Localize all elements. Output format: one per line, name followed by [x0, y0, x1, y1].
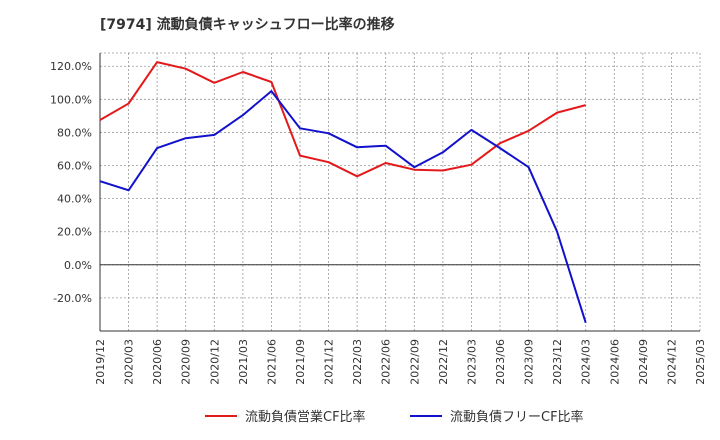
x-tick-label: 2020/03 — [123, 339, 136, 385]
series-lines — [99, 61, 587, 323]
y-tick-label: -20.0% — [53, 292, 92, 305]
x-tick-label: 2021/03 — [237, 339, 250, 385]
y-tick-label: 0.0% — [64, 259, 92, 272]
x-tick-label: 2021/09 — [294, 339, 307, 385]
legend: 流動負債営業CF比率 流動負債フリーCF比率 — [205, 409, 584, 425]
x-tick-label: 2022/09 — [408, 339, 421, 385]
y-tick-label: 60.0% — [57, 160, 92, 173]
legend-label-2: 流動負債フリーCF比率 — [450, 409, 584, 425]
x-tick-label: 2023/06 — [494, 339, 507, 385]
x-tick-label: 2025/03 — [694, 339, 707, 385]
x-tick-label: 2020/06 — [151, 339, 164, 385]
x-tick-label: 2024/09 — [637, 339, 650, 385]
legend-label-1: 流動負債営業CF比率 — [245, 409, 366, 425]
series-line-1 — [99, 61, 586, 178]
y-axis-tick-labels: 120.0% 100.0% 80.0% 60.0% 40.0% 20.0% 0.0% -20.… — [50, 60, 92, 305]
x-tick-label: 2020/12 — [208, 339, 221, 385]
series-line-2 — [99, 90, 587, 323]
x-tick-label: 2021/06 — [265, 339, 278, 385]
x-tick-label: 2024/06 — [608, 339, 621, 385]
y-tick-label: 40.0% — [57, 193, 92, 206]
plot-area — [100, 53, 700, 331]
axes — [99, 53, 700, 332]
x-tick-label: 2019/12 — [94, 339, 107, 385]
x-tick-label: 2023/09 — [523, 339, 536, 385]
y-tick-label: 120.0% — [50, 60, 92, 73]
x-tick-label: 2024/03 — [580, 339, 593, 385]
x-tick-label: 2022/03 — [351, 339, 364, 385]
x-tick-label: 2023/03 — [465, 339, 478, 385]
x-axis-tick-labels: 2019/12 2020/03 2020/06 2020/09 2020/12 2021/… — [94, 339, 707, 385]
x-tick-label: 2020/09 — [180, 339, 193, 385]
x-tick-label: 2021/12 — [323, 339, 336, 385]
x-tick-label: 2023/12 — [551, 339, 564, 385]
x-tick-label: 2022/12 — [437, 339, 450, 385]
y-tick-label: 100.0% — [50, 93, 92, 106]
y-tick-label: 80.0% — [57, 126, 92, 139]
x-tick-label: 2024/12 — [665, 339, 678, 385]
y-tick-label: 20.0% — [57, 226, 92, 239]
chart-title: [7974] 流動負債キャッシュフロー比率の推移 — [100, 17, 395, 33]
x-tick-label: 2022/06 — [380, 339, 393, 385]
